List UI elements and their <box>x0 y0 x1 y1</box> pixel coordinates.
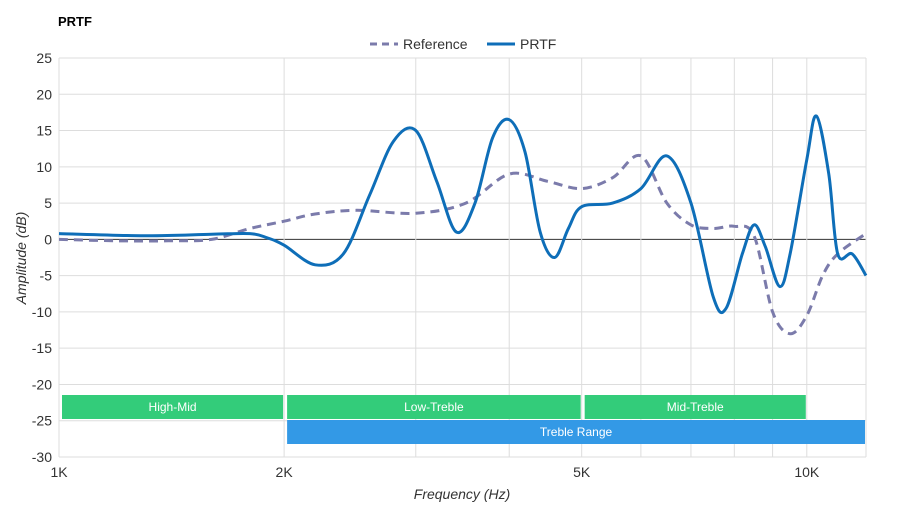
y-tick-label: 0 <box>44 231 52 247</box>
y-tick-label: -5 <box>40 268 53 284</box>
y-tick-label: -10 <box>32 304 52 320</box>
y-tick-label: -30 <box>32 449 52 465</box>
x-axis-label: Frequency (Hz) <box>414 486 510 502</box>
x-tick-label: 2K <box>276 464 294 480</box>
x-tick-label: 5K <box>573 464 591 480</box>
band-mid-treble: Mid-Treble <box>584 395 806 419</box>
band-treble-range: Treble Range <box>287 420 866 444</box>
band-low-treble: Low-Treble <box>287 395 581 419</box>
y-tick-label: 5 <box>44 195 52 211</box>
y-tick-label: -25 <box>32 413 52 429</box>
legend: Reference PRTF <box>370 36 556 52</box>
band-label: Treble Range <box>540 425 613 439</box>
band-rect <box>584 395 806 419</box>
series-reference-line <box>58 153 867 336</box>
legend-label-prtf: PRTF <box>520 36 556 52</box>
band-label: High-Mid <box>149 400 197 414</box>
band-label: Mid-Treble <box>667 400 724 414</box>
x-tick-label: 10K <box>794 464 820 480</box>
band-rect <box>287 420 866 444</box>
y-tick-label: 10 <box>36 159 52 175</box>
x-tick-label: 1K <box>50 464 68 480</box>
y-axis-label: Amplitude (dB) <box>13 212 29 306</box>
y-tick-label: 20 <box>36 86 52 102</box>
chart-title: PRTF <box>58 14 92 29</box>
band-rect <box>62 395 284 419</box>
legend-label-reference: Reference <box>403 36 468 52</box>
band-rect <box>287 395 581 419</box>
band-label: Low-Treble <box>404 400 464 414</box>
series-lines <box>58 114 868 336</box>
y-tick-label: 25 <box>36 50 52 66</box>
y-tick-label: 15 <box>36 123 52 139</box>
series-prtf-line <box>58 114 868 315</box>
y-tick-label: -15 <box>32 340 52 356</box>
y-tick-label: -20 <box>32 376 52 392</box>
frequency-bands: High-Mid Low-Treble Mid-Treble Treble Range <box>62 395 866 444</box>
band-high-mid: High-Mid <box>62 395 284 419</box>
